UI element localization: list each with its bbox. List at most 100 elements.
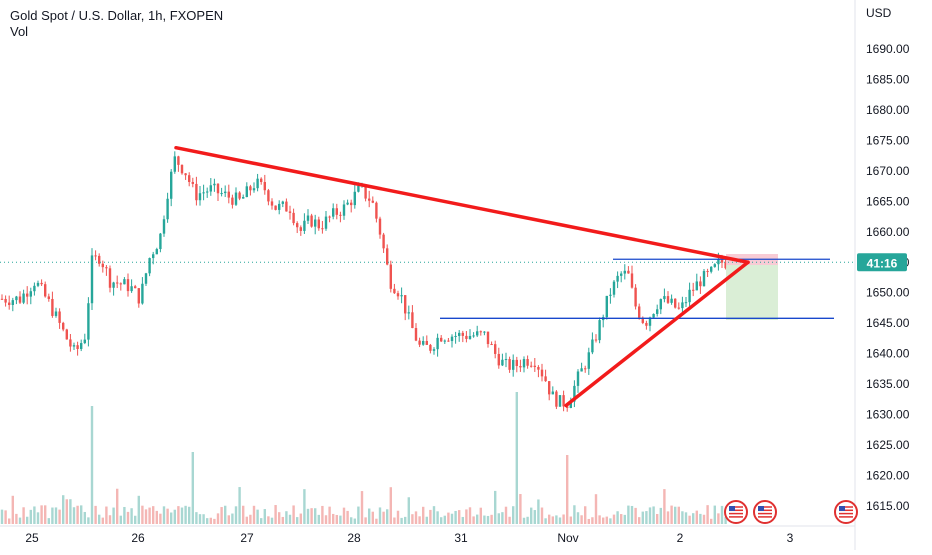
candle-body: [206, 191, 209, 193]
candle-body: [4, 298, 7, 303]
symbol-title[interactable]: Gold Spot / U.S. Dollar, 1h, FXOPEN: [10, 8, 224, 23]
candle-body: [29, 291, 32, 297]
volume-bar: [324, 515, 328, 524]
candle-body: [681, 302, 684, 309]
candle-body: [519, 366, 522, 368]
y-tick-label: 1665.00: [866, 194, 910, 208]
volume-bar: [220, 507, 223, 524]
volume-bar: [393, 517, 396, 524]
candle-body: [573, 385, 576, 402]
volume-bar: [692, 513, 695, 524]
volume-bar: [436, 511, 439, 524]
candle-body: [677, 307, 680, 309]
volume-bar: [573, 505, 576, 524]
volume-bar: [458, 510, 461, 524]
candle-body: [663, 296, 666, 300]
candle-body: [508, 359, 511, 370]
candle-body: [87, 303, 90, 340]
candle-body: [245, 186, 248, 198]
candle-body: [393, 288, 396, 294]
volume-bar: [555, 515, 558, 524]
volume-bar: [4, 510, 7, 524]
candle-body: [638, 306, 641, 318]
volume-bar: [328, 506, 331, 524]
volume-bar: [281, 516, 284, 524]
volume-bar: [400, 517, 403, 524]
volume-bar: [587, 518, 590, 524]
volume-bar: [278, 512, 281, 524]
volume-bar: [170, 512, 173, 524]
candle-body: [353, 191, 356, 206]
candle-body: [522, 359, 526, 368]
volume-bar: [634, 507, 637, 524]
last-price-tag: [857, 253, 907, 272]
volume-bar: [605, 516, 608, 524]
volume-bar: [479, 507, 482, 524]
volume-bar: [321, 505, 324, 524]
candle-body: [108, 268, 112, 288]
candle-body: [656, 309, 659, 314]
volume-bar: [558, 517, 562, 524]
candle-body: [170, 171, 173, 199]
volume-bar: [468, 507, 472, 524]
volume-bar: [450, 513, 454, 524]
volume-bar: [522, 517, 526, 524]
volume-bar: [461, 516, 464, 524]
volume-bar: [346, 510, 349, 524]
candle-body: [324, 216, 328, 229]
y-tick-label: 1630.00: [866, 408, 910, 422]
candle-body: [497, 353, 500, 366]
candle-body: [130, 286, 133, 292]
candle-body: [659, 299, 662, 310]
candle-body: [18, 296, 22, 303]
volume-bar: [519, 494, 522, 524]
y-tick-label: 1615.00: [866, 499, 910, 513]
candle-body: [11, 300, 14, 305]
y-tick-label: 1645.00: [866, 316, 910, 330]
x-tick-label: 25: [25, 531, 39, 545]
currency-label: USD: [866, 6, 892, 20]
volume-bar: [656, 513, 659, 524]
candle-body: [33, 285, 36, 292]
y-tick-label: 1625.00: [866, 438, 910, 452]
candle-body: [105, 267, 108, 269]
candle-body: [551, 391, 554, 395]
volume-bar: [533, 510, 536, 524]
volume-bar: [65, 499, 68, 524]
candle-body: [458, 332, 461, 336]
candle-body: [555, 391, 558, 407]
volume-bar: [512, 506, 515, 524]
volume-bar: [476, 514, 479, 524]
candle-body: [627, 270, 630, 274]
candle-body: [544, 376, 547, 382]
volume-bar: [494, 490, 497, 524]
candle-body: [630, 273, 634, 288]
volume-bar: [188, 506, 191, 524]
candle-body: [558, 395, 562, 407]
volume-bar: [26, 516, 29, 524]
candle-body: [720, 259, 724, 263]
volume-bar: [242, 505, 245, 524]
candle-body: [634, 287, 637, 307]
volume-bar: [123, 506, 126, 524]
volume-bar: [360, 491, 364, 524]
candle-body: [443, 340, 446, 342]
volume-bar: [425, 516, 428, 524]
candle-body: [652, 313, 655, 318]
candle-body: [166, 198, 169, 220]
y-tick-label: 1650.00: [866, 286, 910, 300]
x-tick-label: Nov: [557, 531, 578, 545]
candle-body: [270, 201, 274, 206]
volume-bar: [339, 515, 342, 524]
volume-bar: [627, 505, 630, 524]
y-tick-label: 1685.00: [866, 72, 910, 86]
volume-bar: [112, 507, 115, 524]
volume-bar: [216, 513, 220, 524]
volume-bar: [623, 514, 626, 524]
economic-event-flag-icon: [724, 500, 748, 524]
volume-bar: [350, 517, 353, 524]
volume-bar: [76, 505, 79, 524]
candle-body: [537, 367, 540, 370]
